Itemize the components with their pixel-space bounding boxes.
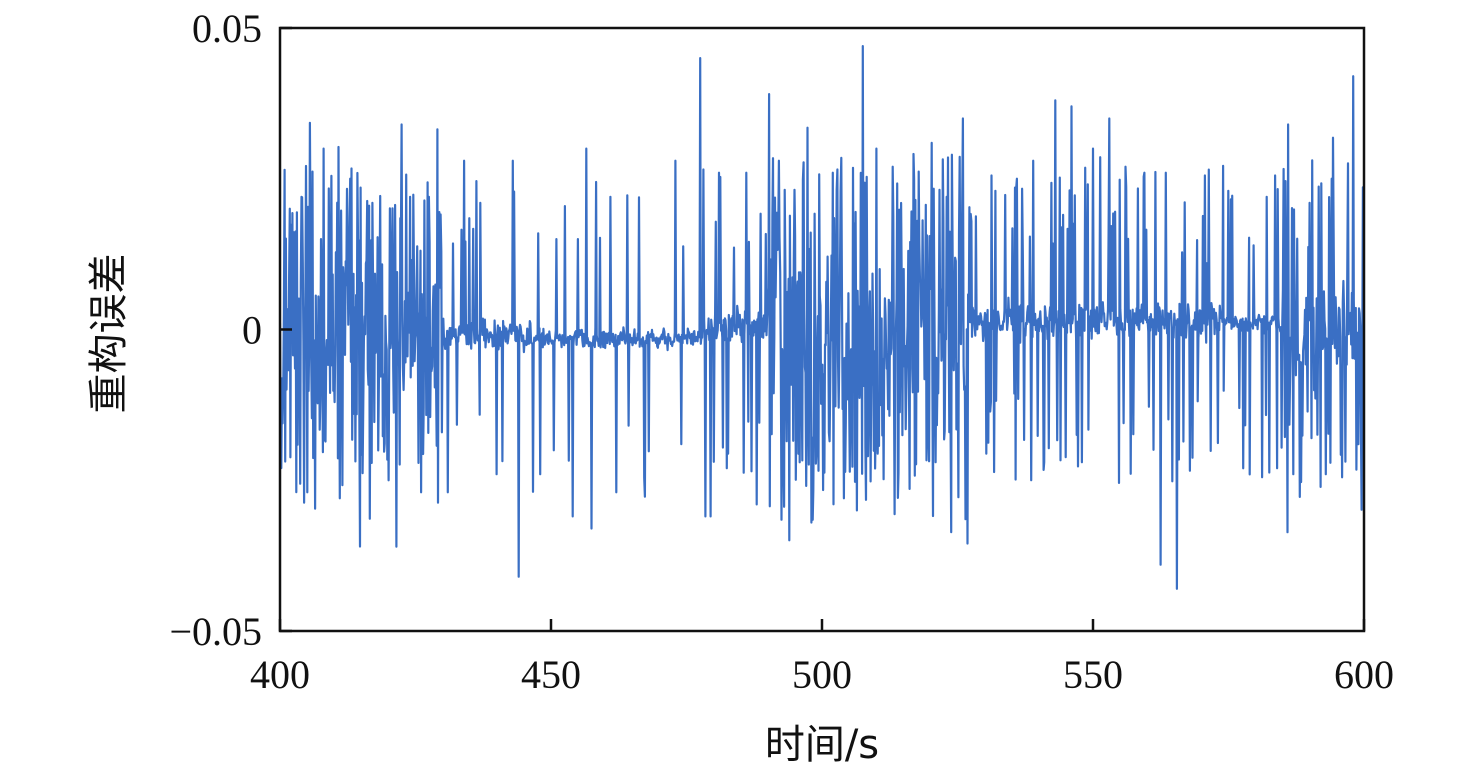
x-tick-label: 550 <box>1063 652 1123 697</box>
x-axis-title: 时间/s <box>765 722 879 768</box>
y-tick-label: 0.05 <box>192 6 262 51</box>
series-line <box>280 45 1364 590</box>
plot-area <box>278 26 1366 633</box>
y-tick-label: −0.05 <box>169 609 262 654</box>
x-tick-label: 600 <box>1334 652 1394 697</box>
y-axis: −0.05 0 0.05 <box>169 6 292 654</box>
x-tick-label: 500 <box>792 652 852 697</box>
series-layer <box>280 45 1364 590</box>
x-axis: 400 450 500 550 600 <box>250 619 1394 697</box>
y-axis-title: 重构误差 <box>86 254 132 414</box>
y-tick-label: 0 <box>242 308 262 353</box>
x-tick-label: 450 <box>521 652 581 697</box>
x-tick-label: 400 <box>250 652 310 697</box>
